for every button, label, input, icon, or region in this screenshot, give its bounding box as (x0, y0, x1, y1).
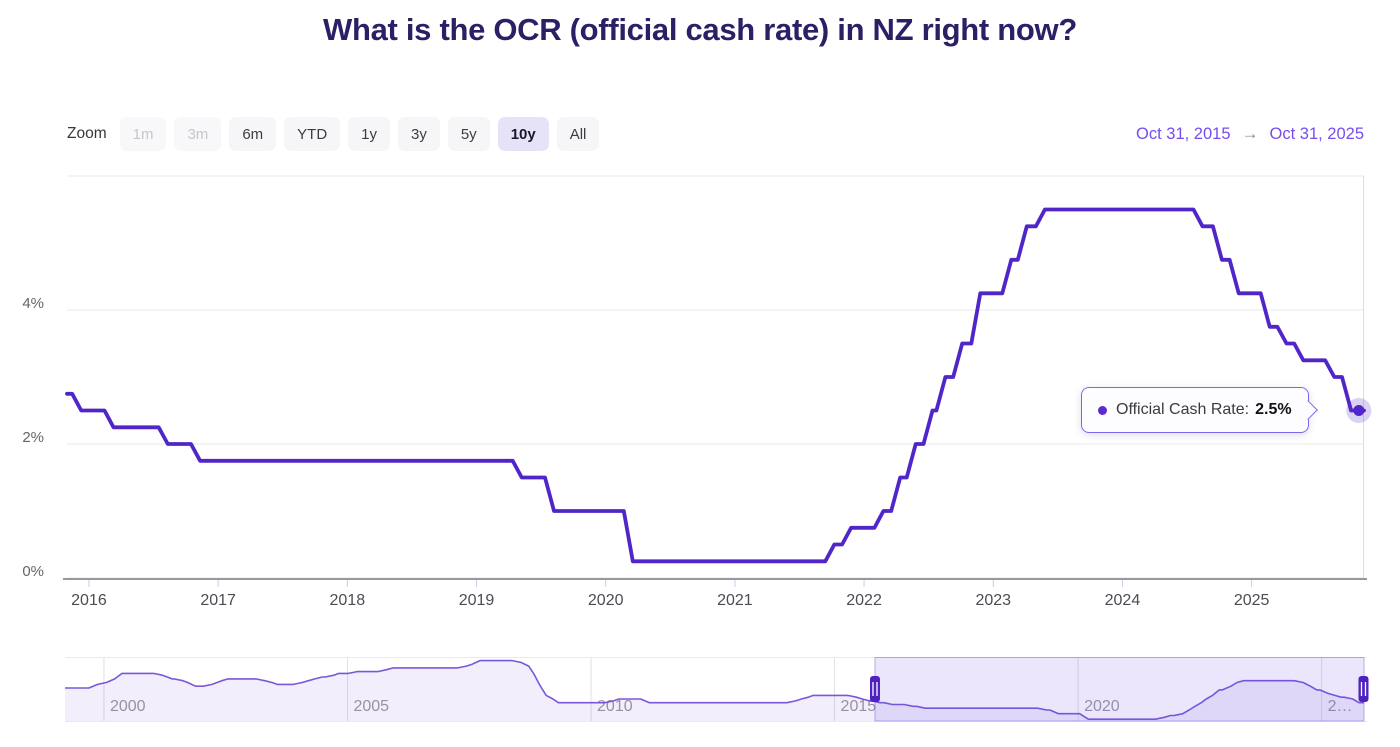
zoom-label: Zoom (67, 125, 107, 142)
navigator-handle-right[interactable] (1358, 676, 1369, 702)
zoom-button-1y[interactable]: 1y (348, 117, 390, 151)
page-title: What is the OCR (official cash rate) in … (323, 12, 1077, 47)
x-axis-label: 2024 (1105, 592, 1141, 609)
navigator-line (65, 659, 1364, 720)
zoom-button-3m[interactable]: 3m (174, 117, 222, 151)
x-axis-label: 2022 (846, 592, 882, 609)
last-point-marker[interactable] (1353, 405, 1365, 416)
navigator-handle-left[interactable] (869, 676, 880, 702)
zoom-buttons-group: 1m 3m 6m YTD 1y 3y 5y 10y All (119, 117, 600, 151)
y-axis-label: 2% (22, 429, 44, 446)
ocr-series-line (65, 207, 1366, 564)
x-axis-label: 2019 (459, 592, 495, 609)
range-to-date[interactable]: Oct 31, 2025 (1269, 124, 1364, 143)
navigator-axis-label: 2015 (841, 698, 877, 715)
x-axis-label: 2017 (200, 592, 236, 609)
x-axis-ticks: 2016 2017 2018 2019 2020 2021 2022 2023 2024 2025 (71, 580, 1270, 609)
zoom-button-ytd[interactable]: YTD (284, 117, 341, 151)
tooltip-series-bullet-icon (1098, 405, 1107, 415)
navigator: 200020052010201520202… (65, 657, 1369, 722)
tooltip: Official Cash Rate: 2.5% (1081, 387, 1309, 433)
navigator-axis-label: 2… (1328, 698, 1353, 715)
navigator-selected-range[interactable] (874, 657, 1365, 722)
zoom-button-6m[interactable]: 6m (229, 117, 277, 151)
zoom-button-10y[interactable]: 10y (497, 117, 549, 151)
date-range-display: Oct 31, 2015 → Oct 31, 2025 (1136, 116, 1364, 152)
ocr-line-chart[interactable]: 0%2%4%2016 2017 2018 2019 2020 2021 2022 2023 20… (0, 160, 1400, 747)
zoom-button-all[interactable]: All (556, 117, 600, 151)
zoom-button-3y[interactable]: 3y (398, 117, 440, 151)
x-axis-label: 2016 (71, 592, 107, 609)
x-axis-label: 2023 (975, 592, 1011, 609)
x-axis-label: 2021 (717, 592, 753, 609)
tooltip-value: 2.5% (1255, 401, 1292, 418)
tooltip-series-label: Official Cash Rate: (1116, 401, 1250, 418)
navigator-axis-label: 2000 (110, 698, 146, 715)
plot-area[interactable] (67, 176, 1364, 578)
navigator-axis-label: 2005 (353, 698, 389, 715)
x-axis-label: 2020 (588, 592, 624, 609)
y-axis-label: 4% (22, 295, 44, 312)
range-from-date[interactable]: Oct 31, 2015 (1136, 124, 1231, 143)
range-selector-toolbar: Zoom 1m 3m 6m YTD 1y 3y 5y 10y All (67, 116, 600, 152)
navigator-axis-label: 2020 (1084, 698, 1120, 715)
navigator-area (65, 660, 1364, 721)
zoom-button-1m[interactable]: 1m (119, 117, 167, 151)
x-axis-label: 2025 (1234, 592, 1270, 609)
x-axis-label: 2018 (330, 592, 366, 609)
y-axis-label: 0% (22, 563, 44, 580)
zoom-button-5y[interactable]: 5y (447, 117, 490, 151)
range-arrow-icon: → (1241, 124, 1259, 143)
